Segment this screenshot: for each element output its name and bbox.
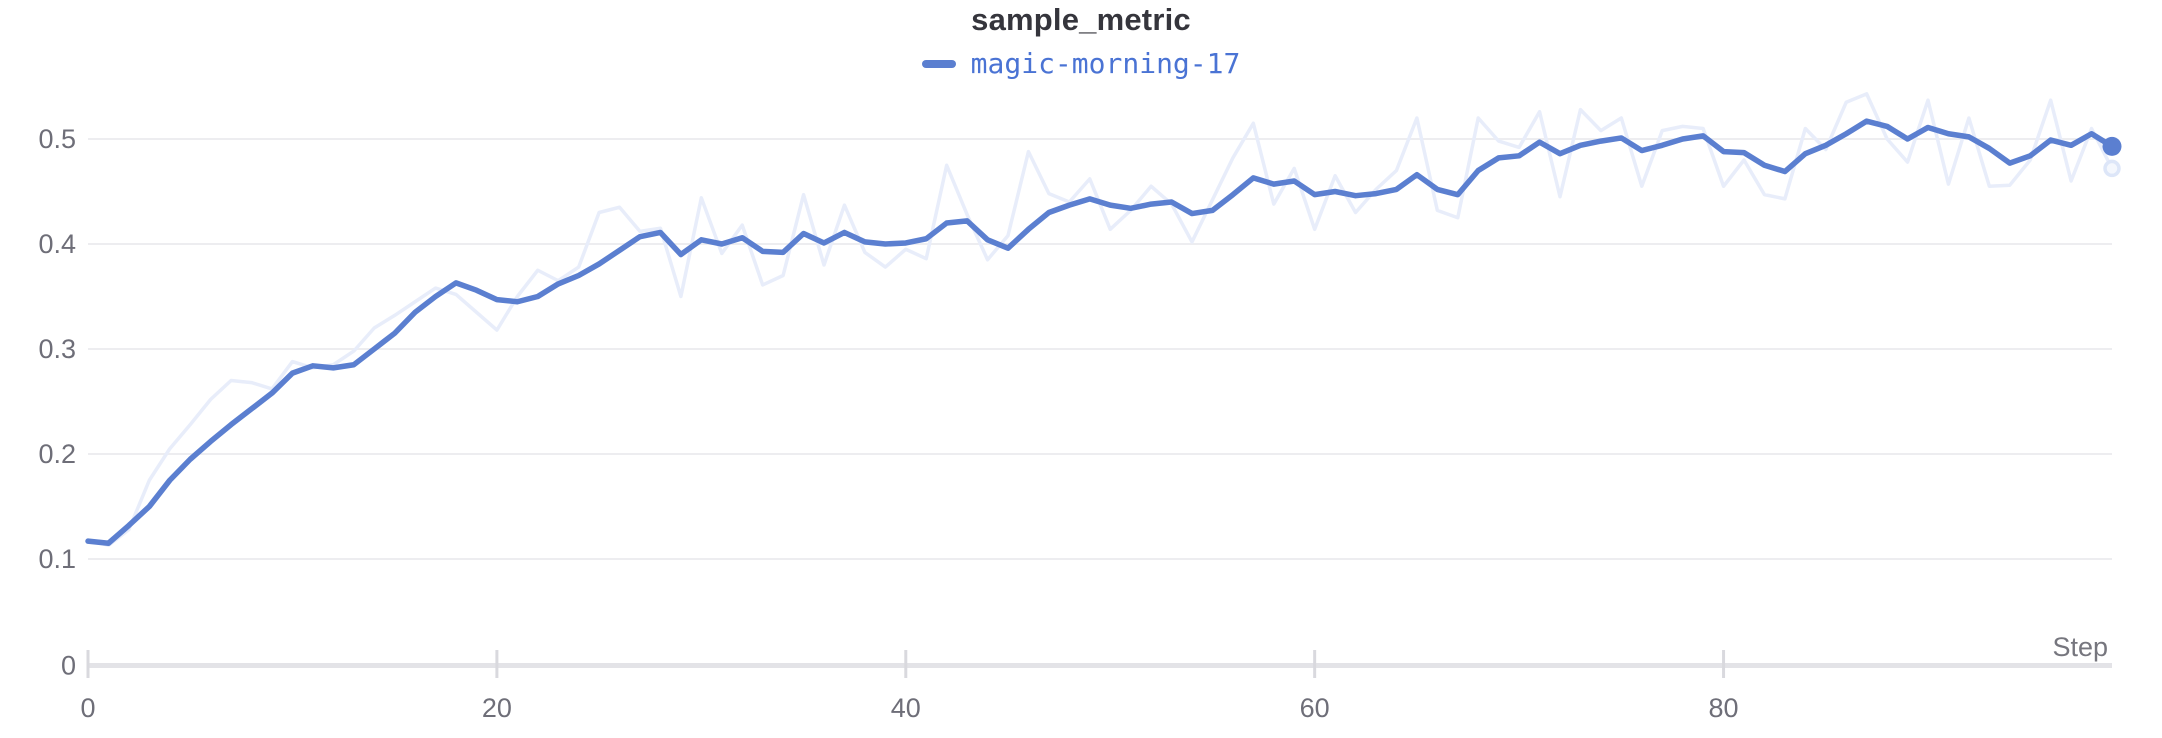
smoothed-series-line: [85, 118, 2115, 546]
raw-series-line: [86, 92, 2114, 548]
x-tick-label: 20: [482, 693, 512, 723]
x-axis-title: Step: [2052, 632, 2108, 662]
legend: magic-morning-17: [0, 48, 2162, 80]
legend-line-swatch: [921, 60, 956, 68]
legend-run-name[interactable]: magic-morning-17: [970, 47, 1241, 80]
y-tick-label: 0: [61, 651, 76, 681]
x-tick-label: 60: [1300, 693, 1330, 723]
raw-last-point-marker: [2103, 159, 2121, 178]
y-tick-label: 0.2: [38, 439, 76, 469]
chart-title: sample_metric: [971, 2, 1191, 37]
x-tick-label: 0: [80, 693, 95, 723]
y-tick-label: 0.5: [38, 124, 76, 154]
x-tick-label: 40: [891, 693, 921, 723]
x-tick-label: 80: [1709, 693, 1739, 723]
last-point-marker: [2102, 136, 2122, 156]
y-tick-label: 0.3: [38, 334, 76, 364]
y-tick-label: 0.4: [38, 229, 76, 259]
y-tick-label: 0.1: [38, 544, 76, 574]
